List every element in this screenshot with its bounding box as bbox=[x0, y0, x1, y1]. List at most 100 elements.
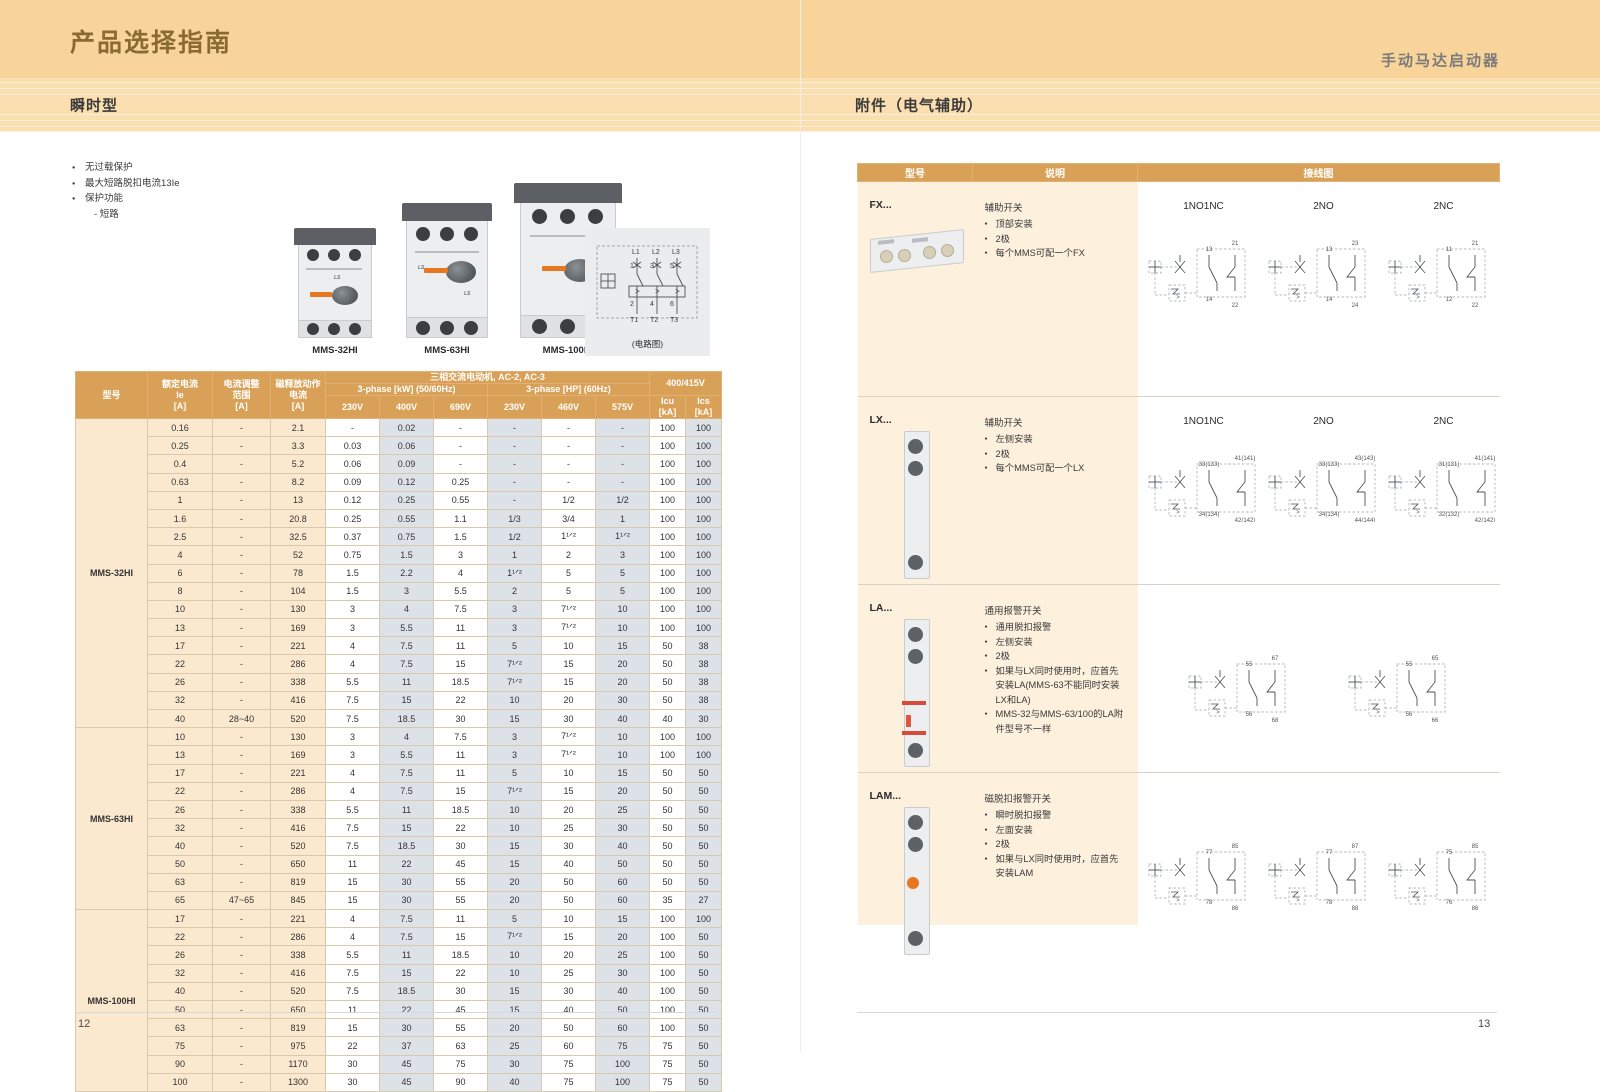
table-row: 32-416 7.5 15 22 10 20 30 50 38 bbox=[76, 690, 722, 711]
spec-cell: 10 bbox=[487, 945, 542, 965]
feature-list: 无过载保护最大短路脱扣电流13Ie保护功能- 短路 bbox=[72, 160, 372, 222]
spec-cell: 50 bbox=[649, 818, 686, 838]
svg-text:21: 21 bbox=[1231, 241, 1238, 247]
spec-cell: 50 bbox=[649, 872, 686, 892]
table-row: 1.6-20.8 0.25 0.55 1.1 1/3 3/4 1 100 100 bbox=[76, 508, 722, 529]
spec-cell: - bbox=[212, 981, 271, 1002]
spec-cell: 11 bbox=[433, 745, 488, 765]
spec-cell: 30 bbox=[541, 981, 596, 1002]
svg-text:14: 14 bbox=[1205, 297, 1212, 303]
diagram-holder: 33(133) 43(143) 34(134) 44(144) > bbox=[1265, 444, 1383, 527]
spec-cell: 30 bbox=[541, 708, 596, 729]
spec-cell: - bbox=[212, 654, 271, 674]
svg-text:>: > bbox=[1176, 510, 1180, 516]
accessory-diagram-cell: 55 67 56 68 >55 65 56 66 > bbox=[1137, 584, 1500, 773]
diagram-holder: 75 85 76 86 > bbox=[1385, 832, 1493, 915]
spec-cell: 7¹ᐟ² bbox=[487, 654, 542, 674]
spec-cell: 75 bbox=[649, 1072, 686, 1092]
spec-cell: 47~65 bbox=[212, 890, 271, 911]
spec-cell: 55 bbox=[433, 872, 488, 892]
spec-cell: 0.25 bbox=[147, 436, 213, 456]
spec-cell: 75 bbox=[595, 1036, 650, 1056]
circuit-diagram: L1 L2 L3 1 3 5 2 4 6 T1 T2 T3 > > > (电路图… bbox=[585, 228, 710, 356]
svg-text:>: > bbox=[1416, 898, 1420, 904]
spec-cell: 4 bbox=[325, 909, 380, 929]
spec-cell: 15 bbox=[595, 636, 650, 656]
spec-cell: 5 bbox=[487, 763, 542, 783]
col-icu: Icu [kA] bbox=[649, 395, 686, 419]
accessory-description-title: 通用报警开关 bbox=[984, 606, 1042, 617]
spec-cell: 22 bbox=[433, 963, 488, 983]
table-row: 22-286 4 7.5 15 7¹ᐟ² 15 20 50 38 bbox=[76, 654, 722, 674]
table-row: 0.25-3.3 0.03 0.06- - - -100 100 bbox=[76, 436, 722, 456]
spec-cell: 50 bbox=[685, 1036, 722, 1056]
spec-cell: 1/2 bbox=[595, 490, 650, 510]
spec-cell: 2 bbox=[487, 581, 542, 601]
spec-cell: 0.75 bbox=[325, 545, 380, 565]
svg-text:>: > bbox=[1216, 710, 1220, 716]
spec-cell: 50 bbox=[649, 690, 686, 711]
table-row: 22-286 4 7.5 15 7¹ᐟ² 15 20 50 50 bbox=[76, 781, 722, 801]
spec-cell: 7¹ᐟ² bbox=[541, 745, 596, 765]
svg-text:77: 77 bbox=[1205, 850, 1212, 856]
spec-cell: 100 bbox=[685, 909, 722, 929]
spec-cell: 100 bbox=[685, 727, 722, 747]
spec-cell: 15 bbox=[541, 672, 596, 692]
wiring-diagram: 13 23 14 24 > bbox=[1268, 241, 1365, 309]
spec-cell: 0.75 bbox=[379, 527, 434, 547]
table-row: 6-78 1.5 2.2 4 1¹ᐟ² 5 5 100 100 bbox=[76, 563, 722, 583]
product-caption: MMS-63HI bbox=[424, 345, 470, 356]
spec-cell: 45 bbox=[379, 1054, 434, 1074]
spec-cell: 25 bbox=[541, 818, 596, 838]
spec-cell: 50 bbox=[685, 999, 722, 1020]
spec-cell: 7.5 bbox=[325, 708, 380, 729]
spec-cell: 30 bbox=[685, 708, 722, 729]
spec-cell: 3 bbox=[487, 599, 542, 620]
svg-text:41(141): 41(141) bbox=[1234, 456, 1255, 462]
spec-cell: 40 bbox=[541, 854, 596, 874]
spec-cell: 18.5 bbox=[433, 799, 488, 820]
feature-item: 最大短路脱扣电流13Ie bbox=[72, 176, 372, 192]
spec-cell: 20 bbox=[541, 690, 596, 711]
spec-cell: 3/4 bbox=[541, 508, 596, 529]
table-row: 2.5-32.5 0.37 0.75 1.5 1/2 1¹ᐟ² 1¹ᐟ² 100 100 bbox=[76, 527, 722, 547]
accessory-model-cell: LX... bbox=[857, 396, 973, 585]
spec-cell: 0.03 bbox=[325, 436, 380, 456]
diagram-title: 2NO bbox=[1313, 201, 1334, 212]
diagram-holder: 77 85 78 86 > bbox=[1145, 832, 1253, 915]
spec-cell: 50 bbox=[541, 1018, 596, 1038]
spec-cell: 60 bbox=[595, 872, 650, 892]
diagram-holder: 77 87 78 88 > bbox=[1265, 832, 1373, 915]
right-page-number: 13 bbox=[1478, 1018, 1491, 1030]
spec-cell: 11 bbox=[433, 763, 488, 783]
svg-text:>: > bbox=[655, 287, 660, 296]
spec-cell: - bbox=[212, 618, 271, 638]
svg-text:78: 78 bbox=[1325, 900, 1332, 906]
svg-text:>: > bbox=[1416, 295, 1420, 301]
table-row: 22-286 4 7.5 15 7¹ᐟ² 15 20 100 50 bbox=[76, 927, 722, 947]
spec-cell: 11 bbox=[379, 945, 434, 965]
spec-cell: 40 bbox=[147, 981, 213, 1002]
table-row: 0.4-5.2 0.06 0.09- - - -100 100 bbox=[76, 454, 722, 474]
spec-cell: 3 bbox=[595, 545, 650, 565]
svg-text:>: > bbox=[1416, 510, 1420, 516]
spec-cell: 7.5 bbox=[325, 818, 380, 838]
spec-cell: - bbox=[595, 436, 650, 456]
spec-cell: 50 bbox=[685, 1054, 722, 1074]
table-row: MMS-63HI 10-130 3 4 7.5 3 7¹ᐟ² 10 100 100 bbox=[75, 727, 722, 911]
spec-cell: 10 bbox=[487, 818, 542, 838]
wiring-diagram: 77 87 78 88 > bbox=[1268, 844, 1365, 912]
spec-cell: 975 bbox=[270, 1036, 326, 1056]
svg-text:3: 3 bbox=[650, 263, 654, 270]
spec-cell: 50 bbox=[595, 999, 650, 1020]
wiring-diagram: 33(133) 41(141) 34(134) 42(142) > bbox=[1148, 456, 1255, 524]
spec-cell: 20 bbox=[487, 1018, 542, 1038]
spec-cell: 100 bbox=[649, 527, 686, 547]
spec-cell: 7¹ᐟ² bbox=[541, 727, 596, 747]
right-footer-rule bbox=[857, 1012, 1497, 1013]
spec-cell: 50 bbox=[685, 854, 722, 874]
spec-cell: 50 bbox=[147, 999, 213, 1020]
spec-cell: 15 bbox=[541, 654, 596, 674]
spec-cell: 100 bbox=[649, 490, 686, 510]
col-hp-230V: 230V bbox=[487, 395, 542, 419]
